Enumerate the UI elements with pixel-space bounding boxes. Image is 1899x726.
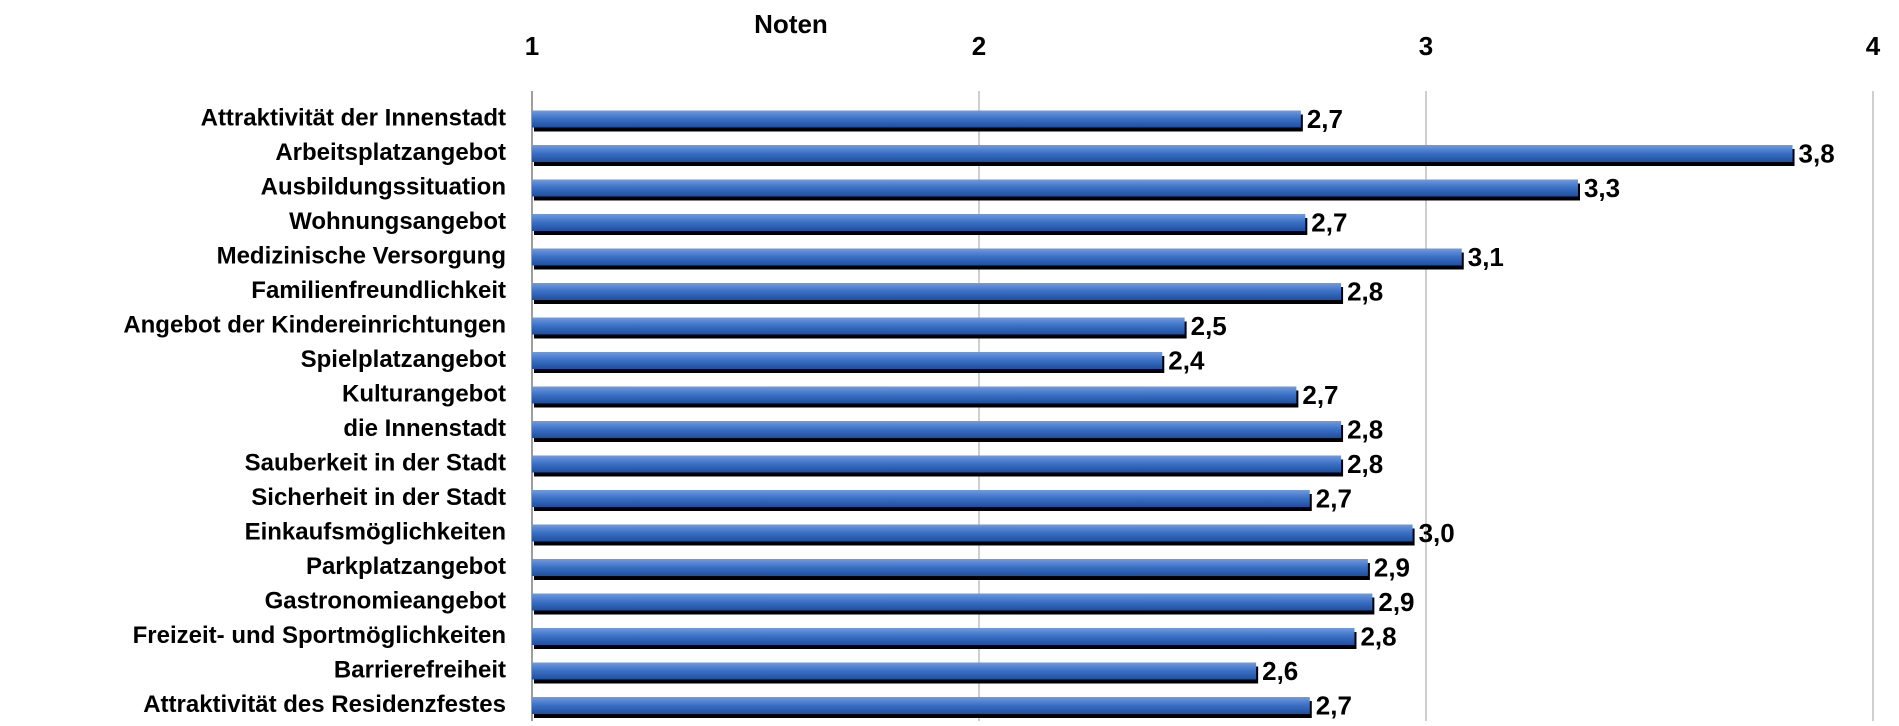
data-label: 2,8 [1347, 414, 1383, 444]
bar [532, 248, 1462, 266]
y-tick-label: Wohnungsangebot [289, 208, 506, 235]
bar [532, 593, 1373, 611]
y-tick-label: Freizeit- und Sportmöglichkeiten [133, 622, 506, 649]
bar [532, 179, 1578, 197]
data-label: 2,7 [1316, 690, 1352, 720]
bar [532, 697, 1310, 714]
data-label: 3,0 [1419, 518, 1455, 548]
y-tick-label: Parkplatzangebot [306, 553, 506, 580]
bar [532, 386, 1297, 404]
x-tick-label: 1 [525, 31, 539, 61]
y-tick-label: Einkaufsmöglichkeiten [245, 518, 506, 545]
y-tick-label: Attraktivität der Innenstadt [201, 104, 506, 131]
bar [532, 628, 1355, 645]
y-tick-label: Gastronomieangebot [265, 587, 506, 614]
data-label: 3,3 [1584, 173, 1620, 203]
bar [532, 524, 1413, 542]
y-tick-label: Arbeitsplatzangebot [275, 139, 506, 166]
y-tick-label: Sauberkeit in der Stadt [245, 449, 506, 476]
y-tick-label: die Innenstadt [343, 415, 506, 442]
bar [532, 490, 1310, 507]
bar [532, 559, 1368, 576]
y-tick-label: Angebot der Kindereinrichtungen [123, 311, 506, 338]
data-label: 2,7 [1307, 104, 1343, 134]
bar [532, 662, 1257, 680]
y-tick-label: Spielplatzangebot [301, 346, 506, 373]
data-label: 2,4 [1168, 345, 1205, 375]
data-label: 2,8 [1347, 276, 1383, 306]
y-tick-label: Attraktivität des Residenzfestes [143, 691, 506, 718]
data-label: 2,7 [1316, 483, 1352, 513]
y-tick-label: Familienfreundlichkeit [251, 277, 506, 304]
bar [532, 110, 1301, 128]
data-label: 2,7 [1302, 380, 1338, 410]
data-label: 3,8 [1799, 138, 1835, 168]
x-tick-label: 2 [972, 31, 986, 61]
data-label: 3,1 [1468, 242, 1504, 272]
data-label: 2,6 [1262, 656, 1298, 686]
y-tick-label: Ausbildungssituation [261, 173, 506, 200]
data-label: 2,5 [1191, 311, 1227, 341]
bar [532, 421, 1342, 438]
data-label: 2,9 [1378, 587, 1414, 617]
bar [532, 214, 1306, 231]
bar [532, 283, 1342, 300]
data-label: 2,8 [1360, 621, 1396, 651]
x-tick-label: 4 [1866, 31, 1881, 61]
y-tick-label: Sicherheit in der Stadt [251, 484, 506, 511]
data-label: 2,8 [1347, 449, 1383, 479]
bar [532, 145, 1793, 162]
bar [532, 455, 1342, 473]
bar [532, 352, 1163, 369]
y-tick-label: Kulturangebot [342, 380, 506, 407]
x-tick-label: 3 [1419, 31, 1433, 61]
bar [532, 317, 1185, 335]
y-tick-label: Medizinische Versorgung [217, 242, 506, 269]
data-label: 2,7 [1311, 207, 1347, 237]
y-tick-label: Barrierefreiheit [334, 656, 506, 683]
data-label: 2,9 [1374, 552, 1410, 582]
chart-title: Noten [754, 9, 828, 39]
